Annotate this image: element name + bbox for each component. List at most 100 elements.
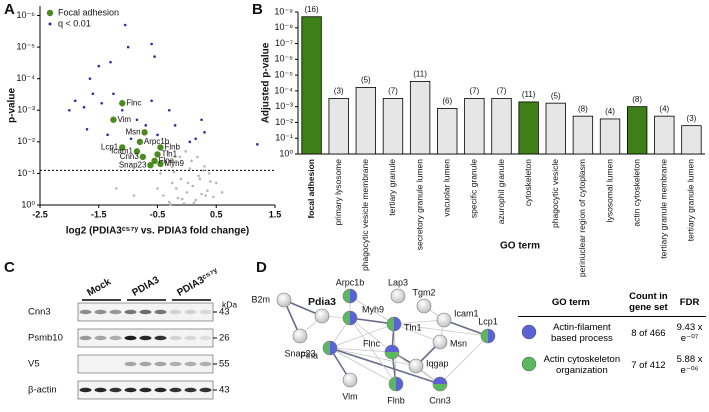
point-label: Arpc1b — [144, 137, 170, 146]
point — [194, 137, 197, 141]
x-tick-label: -0.5 — [150, 209, 166, 219]
node — [342, 310, 358, 326]
node — [342, 372, 358, 388]
point — [162, 194, 165, 197]
point — [132, 194, 136, 197]
marker-label: 55 — [219, 359, 230, 370]
point — [206, 189, 209, 192]
node — [276, 292, 292, 308]
node — [388, 376, 404, 392]
x-tick-label: -1.5 — [91, 209, 107, 219]
point — [198, 177, 202, 181]
node — [436, 312, 452, 328]
edge — [393, 323, 441, 343]
edge — [393, 323, 489, 337]
point — [73, 99, 77, 103]
node-label: Snap23 — [284, 348, 315, 358]
point — [157, 160, 164, 168]
point-label: Flna — [159, 156, 175, 165]
point-label: Msn — [125, 127, 140, 136]
node-label: Lcp1 — [478, 316, 498, 326]
point-label: Flnb — [164, 143, 180, 152]
band — [94, 309, 107, 315]
bar — [464, 98, 485, 155]
point — [192, 201, 196, 205]
x-tick-label: secretory granule lumen — [414, 159, 424, 250]
point — [200, 118, 203, 122]
panel-letter: B — [252, 1, 263, 18]
x-tick-label: cytoskeleton — [523, 159, 533, 207]
edge — [443, 319, 489, 337]
bar — [654, 115, 675, 155]
node — [292, 328, 308, 344]
edge — [329, 347, 417, 367]
point — [190, 159, 193, 163]
band — [109, 335, 122, 341]
point — [119, 100, 126, 107]
band — [154, 361, 167, 367]
bar — [626, 106, 648, 155]
y-axis-label: p-value — [7, 88, 18, 123]
point — [150, 42, 153, 46]
node-label: Tgm2 — [412, 287, 435, 297]
x-tick-label: 0.5 — [210, 209, 223, 219]
y-tick-label: 10⁻² — [17, 136, 35, 146]
point-label: Myh9 — [164, 159, 184, 168]
point — [153, 55, 156, 58]
band — [139, 309, 152, 315]
node-label: B2m — [251, 294, 270, 304]
band — [94, 387, 107, 393]
point — [196, 155, 199, 159]
point — [147, 162, 154, 169]
legend-marker — [46, 9, 54, 17]
count-label: (16) — [304, 5, 319, 14]
y-axis-label: Adjusted p-value — [261, 42, 272, 123]
cell: Actin cytoskeleton organization — [543, 354, 621, 376]
point — [112, 92, 115, 96]
point — [188, 167, 192, 170]
y-tick-label: 10⁻⁶ — [17, 10, 36, 20]
node-label: Flnc — [363, 338, 381, 348]
node-label: Msn — [450, 338, 467, 348]
point-label: Lcp1 — [101, 143, 119, 152]
row-label: Psmb10 — [28, 333, 63, 344]
point — [188, 140, 192, 144]
point — [97, 64, 101, 68]
swatch-cell — [518, 317, 540, 350]
edge — [439, 335, 489, 385]
count-label: (5) — [361, 75, 371, 84]
band — [94, 335, 107, 341]
bar — [491, 98, 512, 155]
band — [154, 387, 167, 393]
y-tick-label: 10⁻⁸ — [274, 22, 293, 32]
table-row: Actin-filament based process 8 of 466 9.… — [518, 317, 706, 350]
node-label: Pdia3 — [308, 296, 336, 308]
edge — [329, 323, 395, 349]
node-label: Flnb — [387, 395, 405, 405]
group-label: PDIA3ᶜ⁵⁷ʸ — [175, 266, 220, 299]
swatch — [521, 356, 537, 371]
band — [109, 309, 122, 315]
cell: 9.43 x e⁻⁰⁷ — [676, 322, 703, 344]
panel-letter: D — [256, 259, 267, 276]
node — [386, 316, 402, 332]
node-label: Iqgap — [426, 358, 449, 368]
band — [139, 361, 152, 367]
point — [176, 196, 180, 200]
band — [184, 309, 197, 315]
band — [169, 361, 182, 367]
point-label: Flnc — [126, 98, 141, 107]
point — [136, 138, 144, 146]
point — [202, 169, 205, 172]
y-tick-label: 10⁻³ — [275, 101, 293, 111]
point — [169, 202, 172, 206]
point — [100, 101, 103, 105]
point-label: Vim — [117, 115, 131, 124]
legend-marker — [48, 22, 52, 26]
point — [156, 187, 159, 190]
cell: Actin-filament based process — [550, 322, 613, 344]
x-tick-label: lysosomal lumen — [604, 159, 614, 223]
x-tick-label: -2.5 — [32, 209, 48, 219]
x-tick-label: phagocytic vesicle — [550, 159, 560, 228]
